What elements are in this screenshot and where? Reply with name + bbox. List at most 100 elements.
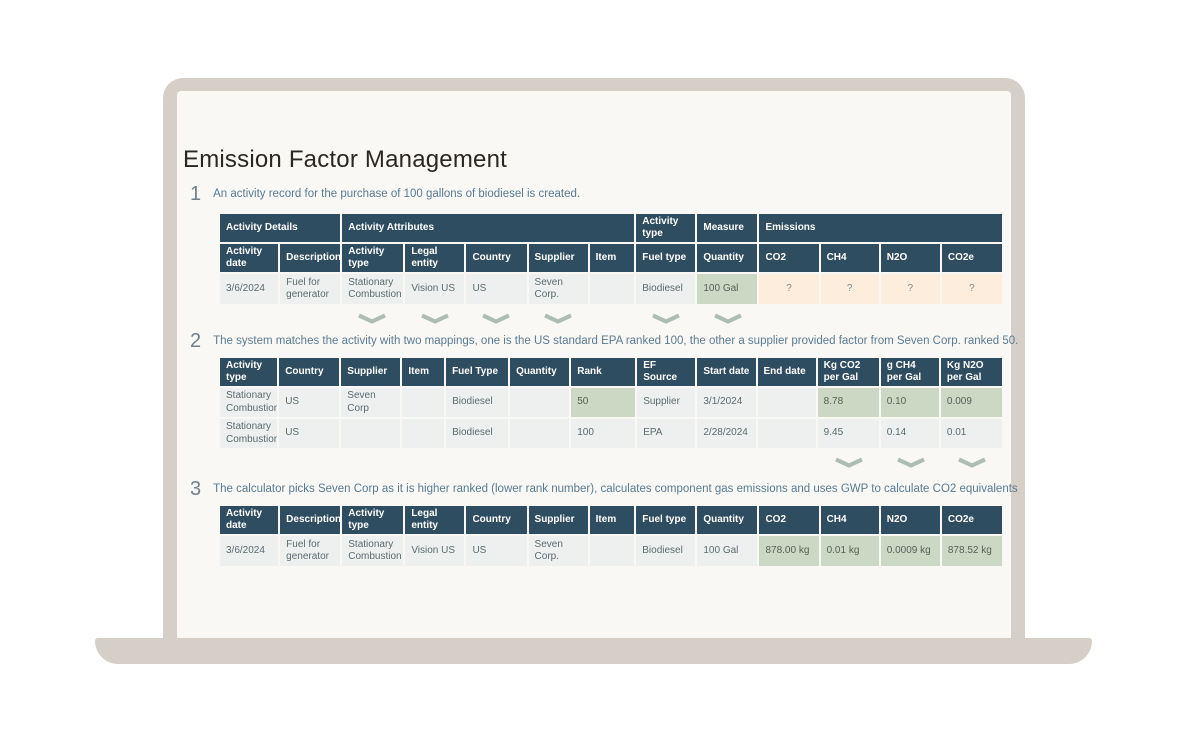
table-cell: 0.10 (880, 388, 939, 417)
chevron-down-icon (420, 313, 449, 324)
calculated-result-table: Activity date Description Activity type Leg… (218, 504, 1004, 568)
table-cell: 100 Gal (697, 536, 758, 566)
step-description: An activity record for the purchase of 1… (213, 188, 581, 200)
table-cell: ? (759, 274, 819, 304)
table-cell (510, 388, 570, 417)
chevron-row (218, 455, 1004, 471)
table-cell: EPA (637, 419, 696, 448)
column-header-cell: N2O (880, 506, 940, 534)
table-cell (589, 274, 635, 304)
table-row: 3/6/2024 Fuel for generator Stationary Com… (220, 536, 1002, 566)
table-cell: Stationary Combustion (342, 274, 404, 304)
column-header-cell: End date (757, 358, 816, 386)
column-header-cell: Supplier (528, 244, 588, 272)
table-cell: ? (880, 274, 940, 304)
table-cell: 878.00 kg (759, 536, 819, 566)
step-description: The calculator picks Seven Corp as it is… (213, 483, 1018, 495)
table-cell: 3/6/2024 (220, 274, 279, 304)
table-cell: ? (941, 274, 1002, 304)
column-header-cell: CO2e (941, 244, 1002, 272)
chevron-row (218, 311, 1004, 327)
column-header-cell: Kg CO2 per Gal (817, 358, 879, 386)
page-title: Emission Factor Management (183, 146, 507, 174)
column-header-cell: CH4 (820, 506, 879, 534)
group-header-cell: Emissions (759, 214, 1002, 242)
column-header-cell: Activity date (220, 506, 279, 534)
column-header-cell: Legal entity (405, 244, 465, 272)
chevron-down-icon (896, 457, 925, 468)
column-header-cell: Fuel type (636, 244, 696, 272)
table-cell: Supplier (637, 388, 696, 417)
laptop-base (95, 638, 1092, 664)
table-cell: Biodiesel (446, 388, 509, 417)
chevron-down-icon (834, 457, 863, 468)
column-header-cell: Start date (697, 358, 756, 386)
table-cell: ? (820, 274, 879, 304)
column-header-cell: Activity type (342, 244, 404, 272)
table-cell: 50 (571, 388, 636, 417)
column-header-cell: Item (589, 244, 635, 272)
table-cell: 878.52 kg (941, 536, 1002, 566)
column-header-cell: Quantity (510, 358, 570, 386)
column-header-cell: Kg N2O per Gal (940, 358, 1002, 386)
group-header-cell: Activity type (636, 214, 696, 242)
table-cell: Seven Corp. (528, 274, 588, 304)
table-cell: Stationary Combustion (220, 419, 278, 448)
column-header-cell: Quantity (697, 244, 758, 272)
table-cell: 8.78 (817, 388, 879, 417)
column-header-cell: CH4 (820, 244, 879, 272)
column-header-cell: N2O (880, 244, 940, 272)
chevron-down-icon (651, 313, 680, 324)
group-header-row: Activity Details Activity Attributes Activ… (220, 214, 1002, 242)
table-cell: Stationary Combustion (220, 388, 278, 417)
column-header-cell: Activity type (342, 506, 404, 534)
table-cell: Biodiesel (636, 536, 696, 566)
table-cell: 3/1/2024 (697, 388, 756, 417)
group-header-cell: Activity Attributes (342, 214, 635, 242)
table-cell: US (466, 274, 527, 304)
column-header-cell: Quantity (697, 506, 758, 534)
calculated-result-table: Activity date Description Activity type Leg… (218, 504, 1004, 568)
column-header-cell: EF Source (637, 358, 696, 386)
table-cell (402, 388, 445, 417)
table-cell: US (279, 419, 340, 448)
table-cell: 0.14 (880, 419, 939, 448)
step-number: 1 (190, 183, 202, 205)
chevron-down-icon (482, 313, 511, 324)
table-cell: Vision US (405, 274, 465, 304)
column-header-cell: Supplier (528, 506, 588, 534)
column-header-cell: Legal entity (405, 506, 465, 534)
column-header-cell: Activity date (220, 244, 279, 272)
table-cell (402, 419, 445, 448)
table-cell: Fuel for generator (280, 536, 341, 566)
table-cell: 100 Gal (697, 274, 758, 304)
table-cell (341, 419, 401, 448)
table-cell (757, 388, 816, 417)
column-header-cell: g CH4 per Gal (880, 358, 939, 386)
column-header-cell: Item (402, 358, 445, 386)
chevron-down-icon (958, 457, 987, 468)
table-cell: 0.01 kg (820, 536, 879, 566)
table-cell (757, 419, 816, 448)
step-item-3: 3 The calculator picks Seven Corp as it … (190, 479, 1018, 499)
table-cell: 0.0009 kg (880, 536, 940, 566)
activity-record-table: Activity Details Activity Attributes Activ… (218, 212, 1004, 327)
column-header-cell: Rank (571, 358, 636, 386)
column-header-cell: Country (279, 358, 340, 386)
activity-record-table: Activity Details Activity Attributes Activ… (218, 212, 1004, 306)
step-item-1: 1 An activity record for the purchase of… (190, 183, 581, 205)
table-cell: 100 (571, 419, 636, 448)
column-header-cell: Fuel type (636, 506, 696, 534)
table-row: 3/6/2024 Fuel for generator Stationary Com… (220, 274, 1002, 304)
table-cell: US (279, 388, 340, 417)
table-cell: 0.009 (940, 388, 1002, 417)
mapping-table: Activity type Country Supplier Item Fuel Typ… (218, 356, 1004, 471)
table-cell: Fuel for generator (280, 274, 341, 304)
chevron-down-icon (358, 313, 387, 324)
table-cell: 0.01 (940, 419, 1002, 448)
table-cell: US (466, 536, 527, 566)
column-header-cell: CO2 (759, 506, 819, 534)
group-header-cell: Activity Details (220, 214, 341, 242)
column-header-row: Activity date Description Activity type Leg… (220, 506, 1002, 534)
